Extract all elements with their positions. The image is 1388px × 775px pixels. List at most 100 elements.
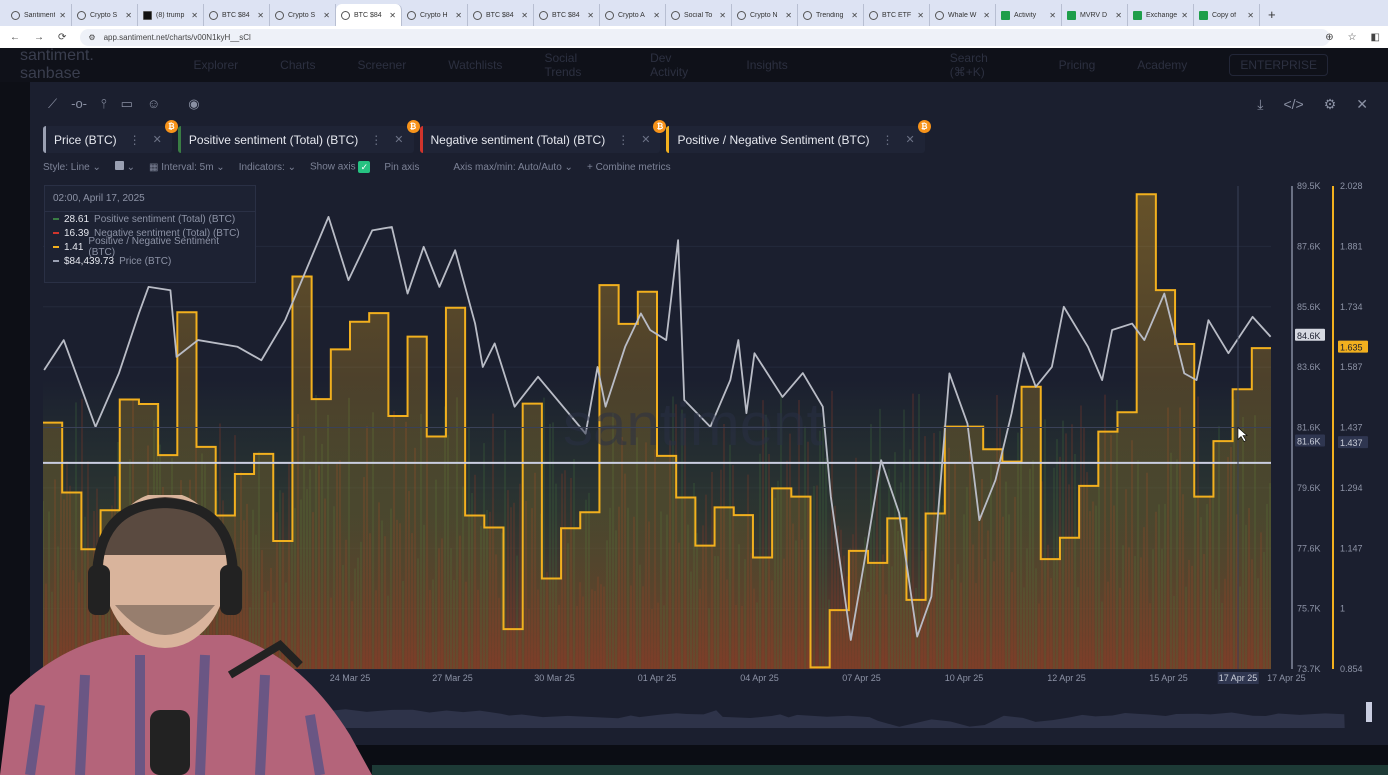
close-tab-icon[interactable]: ✕ (851, 10, 858, 20)
extensions-icon[interactable]: ◧ (1370, 31, 1380, 43)
browser-tab[interactable]: Social To ✕ (666, 4, 732, 26)
new-tab-button[interactable]: + (1268, 7, 1276, 22)
eye-icon[interactable]: ◉ (188, 96, 200, 111)
combine-metrics-button[interactable]: + Combine metrics (586, 161, 671, 173)
color-select[interactable]: ⌄ (114, 161, 135, 173)
metric-tab[interactable]: Price (BTC) ⋮ ✕ ₿ (43, 120, 178, 153)
close-tab-icon[interactable]: ✕ (719, 10, 726, 20)
close-icon[interactable]: ✕ (1356, 96, 1368, 112)
chart-canvas[interactable]: santiment 89.5K 87.6K 85.6K 83.6K 81.6K 79.6K 7… (43, 180, 1373, 690)
close-tab-icon[interactable]: ✕ (1115, 10, 1122, 20)
nav-academy[interactable]: Academy (1137, 58, 1188, 72)
remove-metric-icon[interactable]: ✕ (394, 134, 404, 146)
metric-tab[interactable]: Positive sentiment (Total) (BTC) ⋮ ✕ ₿ (177, 120, 420, 153)
browser-tab[interactable]: Whale W ✕ (930, 4, 996, 26)
remove-metric-icon[interactable]: ✕ (905, 134, 915, 146)
browser-tab[interactable]: Crypto S ✕ (270, 4, 336, 26)
show-axis-toggle[interactable]: Show axis ✓ (310, 161, 371, 173)
close-tab-icon[interactable]: ✕ (785, 10, 792, 20)
interval-select[interactable]: ▦ Interval: 5m ⌄ (149, 161, 225, 173)
crosshair-date-label: 17 Apr 25 (1217, 672, 1259, 684)
line-tool-icon[interactable]: ⟋ (48, 96, 58, 111)
santiment-logo[interactable]: santiment. sanbase (20, 47, 94, 82)
close-tab-icon[interactable]: ✕ (1247, 10, 1254, 20)
browser-tab[interactable]: Crypto A ✕ (600, 4, 666, 26)
checkbox-checked-icon[interactable]: ✓ (358, 161, 371, 173)
emoji-icon[interactable]: ☺ (146, 96, 161, 111)
close-tab-icon[interactable]: ✕ (191, 10, 198, 20)
close-tab-icon[interactable]: ✕ (1049, 10, 1056, 20)
reload-icon[interactable]: ⟳ (58, 31, 67, 43)
remove-metric-icon[interactable]: ✕ (641, 134, 651, 146)
browser-tab[interactable]: Santiment ✕ (6, 4, 72, 26)
close-tab-icon[interactable]: ✕ (587, 10, 594, 20)
search-input[interactable]: Search (⌘+K) (949, 51, 988, 79)
close-tab-icon[interactable]: ✕ (917, 10, 924, 20)
more-options-icon[interactable]: ⋮ (128, 132, 141, 147)
site-settings-icon[interactable]: ⚙ (88, 32, 96, 42)
close-tab-icon[interactable]: ✕ (323, 10, 330, 20)
browser-tab[interactable]: Copy of ✕ (1194, 4, 1260, 26)
sidebar-dimmed (0, 82, 30, 765)
more-options-icon[interactable]: ⋮ (881, 132, 894, 147)
x-tick-label: 24 Mar 25 (329, 673, 371, 683)
browser-tab[interactable]: Crypto N ✕ (732, 4, 798, 26)
more-options-icon[interactable]: ⋮ (617, 132, 630, 147)
pin-axis-toggle[interactable]: Pin axis (384, 161, 420, 173)
browser-tab[interactable]: (8) trump ✕ (138, 4, 204, 26)
style-select[interactable]: Style: Line ⌄ (43, 161, 101, 173)
metric-tab[interactable]: Negative sentiment (Total) (BTC) ⋮ ✕ ₿ (419, 120, 667, 153)
close-tab-icon[interactable]: ✕ (389, 10, 396, 20)
nav-pricing[interactable]: Pricing (1058, 58, 1096, 72)
close-tab-icon[interactable]: ✕ (1181, 10, 1188, 20)
note-icon[interactable]: ▭ (120, 96, 133, 111)
nav-watchlists[interactable]: Watchlists (448, 58, 503, 72)
back-icon[interactable]: ← (10, 31, 20, 43)
close-tab-icon[interactable]: ✕ (983, 10, 990, 20)
browser-tab[interactable]: BTC $84 ✕ (468, 4, 534, 26)
forward-icon[interactable]: → (34, 31, 44, 43)
close-tab-icon[interactable]: ✕ (257, 10, 264, 20)
close-tab-icon[interactable]: ✕ (59, 10, 66, 20)
series-swatch-icon (53, 218, 59, 220)
browser-tab[interactable]: BTC $84 ✕ (204, 4, 270, 26)
navigator-handle[interactable] (1366, 702, 1372, 722)
close-tab-icon[interactable]: ✕ (455, 10, 462, 20)
metric-tab[interactable]: Positive / Negative Sentiment (BTC) ⋮ ✕ ₿ (666, 120, 931, 153)
browser-tab[interactable]: Crypto S ✕ (72, 4, 138, 26)
browser-tab[interactable]: BTC ETF ✕ (864, 4, 930, 26)
bookmark-star-icon[interactable]: ☆ (1347, 31, 1357, 43)
remove-metric-icon[interactable]: ✕ (152, 134, 162, 146)
close-tab-icon[interactable]: ✕ (125, 10, 132, 20)
zoom-icon[interactable]: ⊕ (1325, 31, 1334, 43)
nav-screener[interactable]: Screener (357, 58, 407, 72)
url-field[interactable]: ⚙ app.santiment.net/charts/v00N1kyH__sCl (80, 28, 1331, 46)
tooltip-value: 1.41 (63, 241, 84, 253)
embed-code-icon[interactable]: </> (1283, 96, 1304, 112)
browser-tab[interactable]: MVRV D ✕ (1062, 4, 1128, 26)
browser-tab[interactable]: Crypto H ✕ (402, 4, 468, 26)
vertical-line-icon[interactable]: ⫯ (101, 96, 107, 111)
x-tick-label: 04 Apr 25 (740, 673, 779, 683)
nav-insights[interactable]: Insights (746, 58, 788, 72)
nav-dev-activity[interactable]: Dev Activity (650, 51, 689, 79)
nav-explorer[interactable]: Explorer (193, 58, 239, 72)
nav-charts[interactable]: Charts (280, 58, 316, 72)
browser-tab[interactable]: Exchange ✕ (1128, 4, 1194, 26)
indicators-select[interactable]: Indicators: ⌄ (238, 161, 297, 173)
close-tab-icon[interactable]: ✕ (653, 10, 660, 20)
settings-gear-icon[interactable]: ⚙ (1323, 96, 1337, 112)
browser-tab[interactable]: Trending ✕ (798, 4, 864, 26)
browser-tab[interactable]: BTC $84 ✕ (534, 4, 600, 26)
enterprise-button[interactable]: ENTERPRISE (1229, 54, 1328, 76)
nav-social-trends[interactable]: Social Trends (544, 51, 582, 79)
chart-navigator[interactable] (43, 692, 1378, 732)
more-options-icon[interactable]: ⋮ (370, 132, 383, 147)
browser-tab[interactable]: Activity ✕ (996, 4, 1062, 26)
axis-maxmin-select[interactable]: Axis max/min: Auto/Auto ⌄ (453, 161, 573, 173)
download-icon[interactable]: ⤓ (1257, 96, 1264, 112)
close-tab-icon[interactable]: ✕ (521, 10, 528, 20)
browser-tab[interactable]: BTC $84 ✕ (336, 4, 402, 26)
horizontal-ray-icon[interactable]: -o- (71, 96, 87, 111)
tooltip-value: $84,439.73 (64, 255, 115, 267)
